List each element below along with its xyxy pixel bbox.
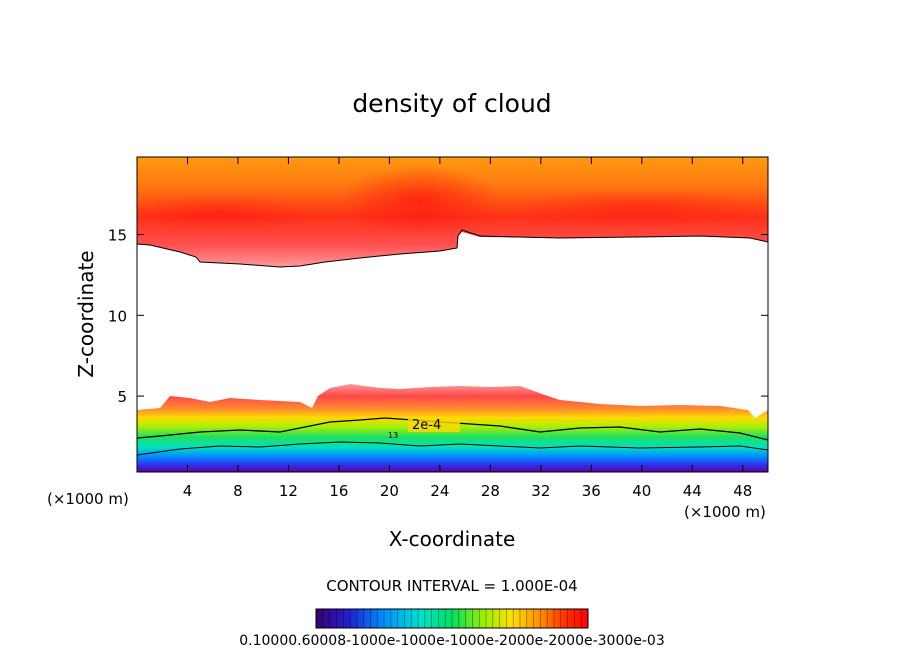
upper-hotspot: [340, 165, 500, 235]
contour-line-upper: [137, 229, 768, 268]
contour-label-small: 13: [388, 431, 398, 440]
x-tick-label: 20: [380, 482, 399, 500]
x-tick-label: 12: [279, 482, 298, 500]
x-unit-left: (×1000 m): [47, 490, 129, 508]
colorbar: [315, 608, 589, 629]
x-tick-label: 8: [233, 482, 243, 500]
x-tick-label: 32: [531, 482, 550, 500]
contour-label-bg: [408, 416, 460, 432]
x-tick-label: 24: [430, 482, 449, 500]
x-tick-label: 4: [183, 482, 193, 500]
x-tick-label: 48: [733, 482, 752, 500]
x-tick-label: 16: [329, 482, 348, 500]
contour-interval-text: CONTOUR INTERVAL = 1.000E-04: [326, 577, 577, 595]
colorbar-labels: 0.10000.60008-1000e-1000e-1000e-2000e-20…: [239, 633, 665, 649]
plot-area: 2e-4 13: [137, 157, 768, 472]
y-tick-label: 10: [108, 307, 127, 325]
y-tick-label: 15: [108, 227, 127, 245]
contour-line-lower: [137, 441, 768, 456]
colorbar-ticks: [322, 609, 582, 628]
x-tick-label: 44: [683, 482, 702, 500]
x-unit-right: (×1000 m): [684, 503, 766, 521]
chart-title: density of cloud: [352, 89, 551, 118]
upper-hotspot-right: [510, 190, 768, 226]
y-tick-label: 5: [117, 388, 127, 406]
x-tick-label: 40: [632, 482, 651, 500]
upper-hotspot-left: [137, 194, 310, 230]
x-tick-label: 28: [481, 482, 500, 500]
contour-label: 2e-4: [412, 418, 441, 433]
x-axis-label: X-coordinate: [389, 527, 516, 551]
y-axis-label: Z-coordinate: [74, 250, 98, 377]
plot-frame: [136, 156, 769, 473]
x-ticks: 4 8 12 16 20 24 28 32 36 40 44 48: [183, 157, 752, 500]
x-tick-label: 36: [582, 482, 601, 500]
y-ticks: 5 10 15: [108, 227, 768, 406]
